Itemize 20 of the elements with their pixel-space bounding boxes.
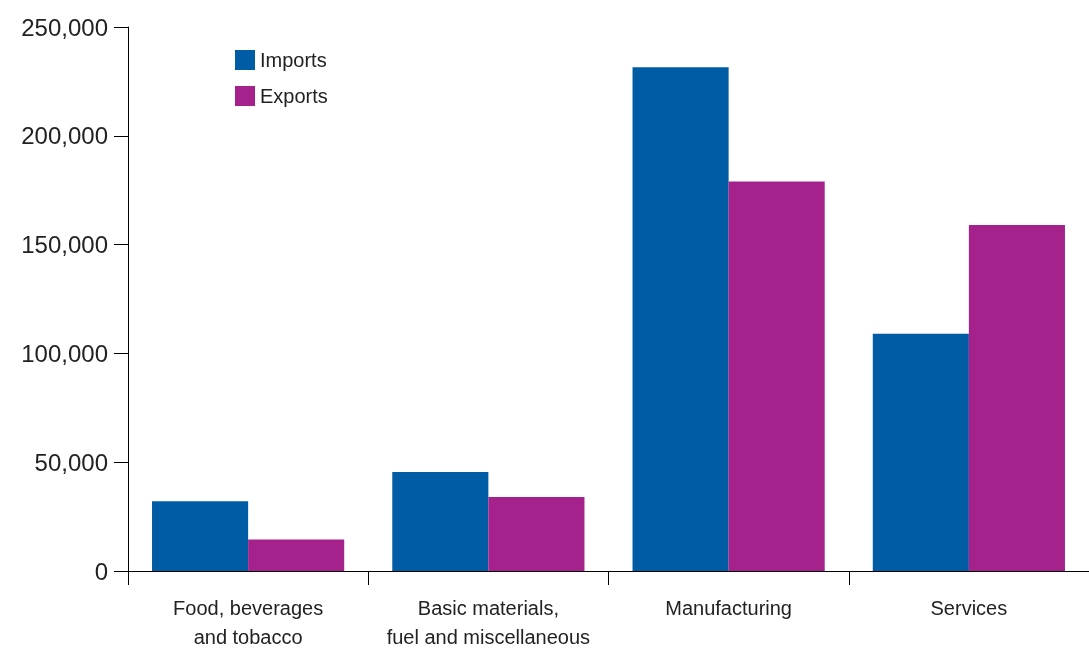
bar [632, 67, 729, 571]
x-tick-label: Food, beverages and tobacco [173, 596, 324, 648]
bar [728, 181, 825, 571]
legend-label: Exports [260, 85, 328, 107]
y-tick-label: 250,000 [21, 13, 108, 41]
bar [248, 539, 345, 571]
y-tick-label: 200,000 [21, 122, 108, 150]
bar [152, 501, 249, 571]
legend-label: Imports [260, 49, 327, 71]
y-tick-label: 50,000 [34, 448, 108, 476]
x-tick-label: Services [930, 596, 1008, 619]
y-tick-label: 150,000 [21, 231, 108, 259]
bar [872, 333, 969, 571]
bar [392, 471, 489, 571]
bar [488, 497, 585, 571]
x-tick-label: Basic materials, fuel and miscellaneous [386, 596, 591, 648]
y-tick-label: 100,000 [21, 339, 108, 367]
x-tick-label: Manufacturing [665, 596, 792, 619]
y-tick-label: 0 [94, 557, 108, 585]
bar [968, 225, 1065, 571]
